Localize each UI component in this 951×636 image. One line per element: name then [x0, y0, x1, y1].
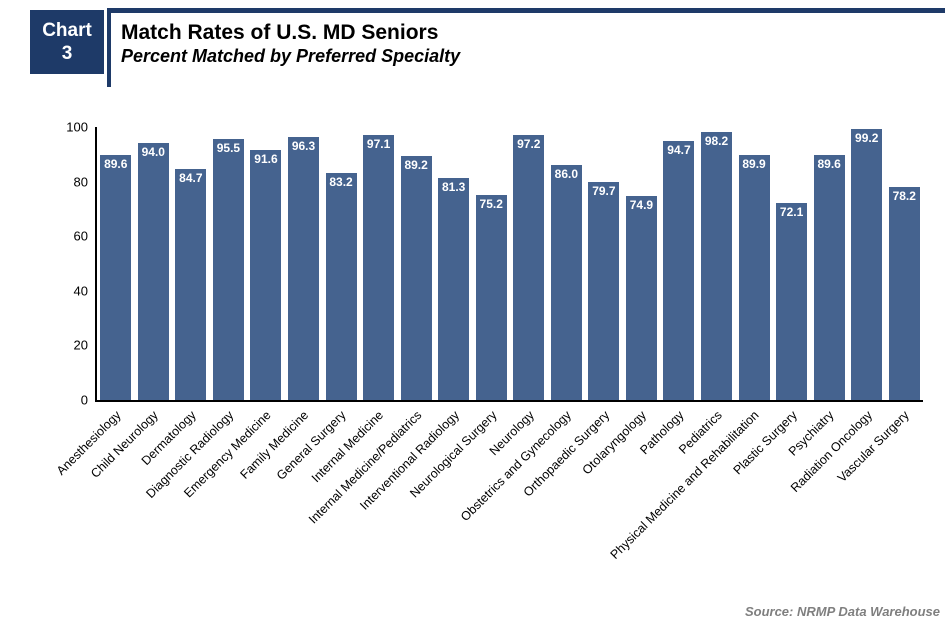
bars: 89.6 94.0 84.7 95.5 91.6 96.3 83.2 97.1 89.2 81.3… [97, 127, 923, 400]
bar-value-label: 95.5 [216, 141, 241, 156]
bar: 94.0 [137, 143, 169, 400]
left-rule [107, 8, 111, 87]
bar: 99.2 [851, 129, 883, 400]
page-title: Match Rates of U.S. MD Seniors [121, 21, 439, 44]
bar-value-label: 94.0 [141, 145, 165, 160]
bar: 74.9 [625, 195, 657, 400]
bar-slot: 89.2 [397, 127, 435, 400]
bar-slot: 94.7 [660, 127, 698, 400]
bar-value-label: 81.3 [442, 180, 466, 195]
bar: 89.2 [400, 156, 432, 400]
x-axis-label: Vascular Surgery [835, 408, 913, 486]
source-note: Source: NRMP Data Warehouse [744, 604, 940, 619]
bar-value-label: 89.6 [104, 157, 128, 172]
bar-slot: 79.7 [585, 127, 623, 400]
bar-slot: 99.2 [848, 127, 886, 400]
bar-value-label: 98.2 [704, 133, 729, 148]
bar: 81.3 [438, 178, 470, 400]
bar-value-label: 79.7 [592, 184, 616, 199]
bar: 89.9 [738, 154, 770, 400]
bar-slot: 97.2 [510, 127, 548, 400]
bar-value-label: 89.9 [742, 156, 766, 171]
bar: 83.2 [325, 172, 357, 400]
y-axis-labels: 0 20 40 60 80 100 [0, 120, 88, 408]
bar: 98.2 [701, 131, 733, 400]
bar-slot: 94.0 [135, 127, 173, 400]
bar-slot: 78.2 [885, 127, 923, 400]
bar: 72.1 [776, 203, 808, 400]
bar-value-label: 91.6 [254, 151, 278, 166]
plot-area: 89.6 94.0 84.7 95.5 91.6 96.3 83.2 97.1 89.2 81.3… [95, 127, 923, 402]
bar: 97.2 [513, 134, 545, 400]
bar-value-label: 84.7 [179, 170, 203, 185]
y-axis-tick-label: 80 [73, 174, 88, 190]
bar: 84.7 [175, 168, 207, 400]
bar: 97.1 [363, 134, 395, 400]
bar-slot: 96.3 [285, 127, 323, 400]
bar-value-label: 86.0 [554, 167, 578, 182]
bar: 89.6 [100, 155, 132, 400]
x-axis-labels: Anesthesiology Child Neurology Dermatology… [54, 403, 921, 603]
bar-value-label: 78.2 [892, 188, 916, 203]
chart-badge-word: Chart [42, 20, 92, 41]
bar-slot: 98.2 [698, 127, 736, 400]
bar-slot: 89.6 [810, 127, 848, 400]
page-subtitle: Percent Matched by Preferred Specialty [121, 46, 461, 66]
bar: 91.6 [250, 149, 282, 400]
bar-value-label: 96.3 [291, 139, 316, 154]
bar-slot: 72.1 [773, 127, 811, 400]
bar: 95.5 [212, 139, 244, 400]
x-axis-label: Anesthesiology [53, 408, 124, 478]
y-axis-tick-label: 40 [73, 283, 88, 299]
bar-slot: 89.6 [97, 127, 135, 400]
bar-slot: 74.9 [623, 127, 661, 400]
bar: 79.7 [588, 182, 620, 400]
bar-value-label: 89.6 [817, 157, 841, 172]
y-axis-tick-label: 100 [66, 119, 88, 135]
bar: 89.6 [813, 155, 845, 400]
bar-value-label: 99.2 [855, 131, 879, 146]
bar: 78.2 [888, 186, 920, 400]
bar-slot: 95.5 [210, 127, 248, 400]
bar-value-label: 89.2 [404, 158, 428, 173]
bar-slot: 89.9 [735, 127, 773, 400]
y-axis-tick-label: 20 [73, 337, 88, 353]
bar-value-label: 83.2 [329, 174, 353, 189]
bar-value-label: 72.1 [779, 205, 804, 220]
bar: 75.2 [475, 194, 507, 400]
bar-value-label: 75.2 [479, 196, 503, 211]
bar-slot: 84.7 [172, 127, 210, 400]
bar-slot: 91.6 [247, 127, 285, 400]
bar-slot: 97.1 [360, 127, 398, 400]
bar-value-label: 94.7 [667, 143, 691, 158]
y-axis-tick-label: 0 [80, 392, 88, 408]
bar-slot: 75.2 [472, 127, 510, 400]
chart-number-badge: Chart 3 [30, 10, 104, 74]
chart-badge-number: 3 [61, 43, 73, 64]
y-axis-tick-label: 60 [73, 228, 88, 244]
x-axis-label: Child Neurology [88, 408, 162, 481]
bar-slot: 83.2 [322, 127, 360, 400]
top-rule [107, 8, 945, 13]
bar: 86.0 [550, 165, 582, 400]
bar: 94.7 [663, 141, 695, 400]
bar-value-label: 97.1 [366, 136, 391, 151]
bar: 96.3 [288, 137, 319, 400]
bar-slot: 86.0 [548, 127, 586, 400]
bar-slot: 81.3 [435, 127, 473, 400]
bar-value-label: 74.9 [629, 197, 654, 212]
bar-value-label: 97.2 [517, 136, 541, 151]
